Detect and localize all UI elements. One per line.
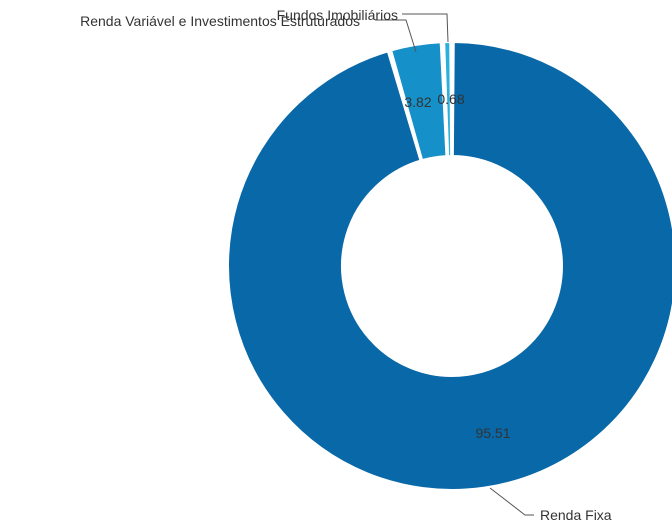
category-labels-layer: Renda Fixa Renda Variável e Investimentos… <box>80 7 612 523</box>
category-label-renda-variavel-e-investimentos-estruturados: Renda Variável e Investimentos Estrutura… <box>80 13 360 29</box>
leader-line-renda-fixa <box>489 487 534 516</box>
category-label-fundos-imobiliarios: Fundos Imobiliários <box>277 7 398 23</box>
leader-line-renda-variavel-e-investimentos-estruturados <box>375 19 417 53</box>
slices-layer <box>227 40 672 491</box>
value-label-fundos-imobiliarios: 0.68 <box>437 91 464 107</box>
slice-renda-fixa <box>227 40 672 491</box>
value-label-renda-fixa: 95.51 <box>475 425 510 441</box>
category-label-renda-fixa: Renda Fixa <box>540 507 612 523</box>
value-label-renda-variavel-e-investimentos-estruturados: 3.82 <box>404 94 431 110</box>
slice-fundos-imobiliarios <box>443 40 453 158</box>
leader-line-fundos-imobiliarios <box>402 13 449 43</box>
leader-lines-layer <box>375 13 534 516</box>
value-labels-layer: 95.51 3.82 0.68 <box>404 91 510 441</box>
slice-renda-variavel-e-investimentos-estruturados <box>389 41 448 162</box>
